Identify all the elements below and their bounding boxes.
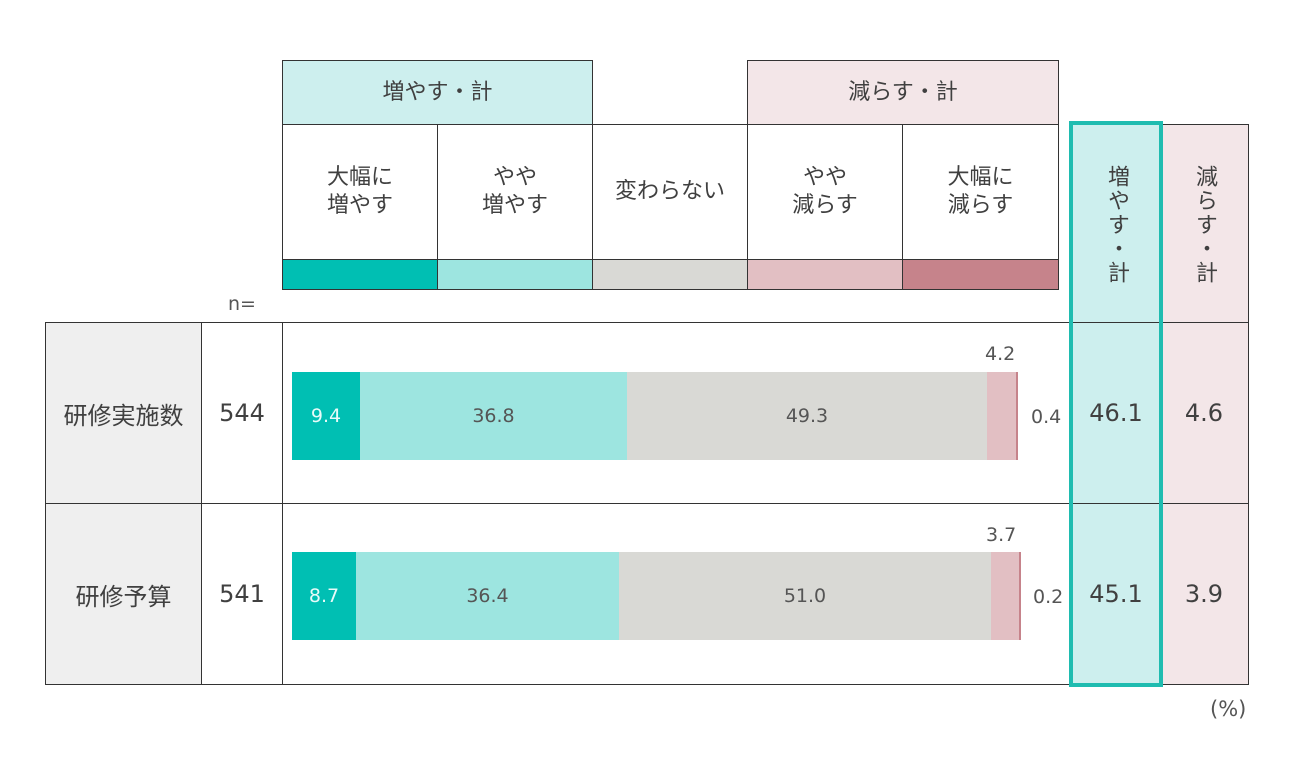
summary-decrease-training-count: 4.6 xyxy=(1160,322,1248,504)
summary-header-increase-label: 増やす・計 xyxy=(1104,165,1129,285)
bar-value: 51.0 xyxy=(783,585,827,607)
summary-value: 45.1 xyxy=(1089,580,1143,608)
bar-segment-greatly-decrease xyxy=(1019,552,1021,640)
group-header-decrease-label: 減らす・計 xyxy=(848,79,958,105)
summary-increase-training-count: 46.1 xyxy=(1072,322,1160,504)
summary-value: 4.6 xyxy=(1184,399,1224,427)
bar-value: 49.3 xyxy=(785,405,829,427)
legend-swatch-no-change xyxy=(592,259,748,290)
table-rule-top xyxy=(45,322,1249,323)
column-header-label: 大幅に xyxy=(947,165,1014,190)
bar-segment-slightly-increase: 36.8 xyxy=(360,372,627,460)
column-header-slightly-decrease: やや 減らす xyxy=(747,124,903,260)
summary-decrease-training-budget: 3.9 xyxy=(1160,503,1248,685)
group-header-increase-label: 増やす・計 xyxy=(382,79,493,105)
bar-value: 36.4 xyxy=(466,585,509,607)
legend-swatch-greatly-increase xyxy=(282,259,438,290)
bar-value-greatly-decrease: 0.2 xyxy=(1033,586,1064,608)
row-n-value: 541 xyxy=(219,580,265,608)
legend-swatch-slightly-decrease xyxy=(747,259,903,290)
bar-segment-greatly-increase: 9.4 xyxy=(292,372,360,460)
row-label-text: 研修予算 xyxy=(75,582,172,611)
row-n-training-count: 544 xyxy=(201,322,283,504)
stacked-bar-training-budget: 8.7 36.4 51.0 xyxy=(292,552,1021,640)
summary-column-increase xyxy=(1072,123,1160,685)
summary-value: 3.9 xyxy=(1184,580,1224,608)
row-label-training-budget: 研修予算 xyxy=(45,503,202,685)
bar-segment-no-change: 51.0 xyxy=(619,552,991,640)
row-label-text: 研修実施数 xyxy=(63,401,184,430)
column-header-no-change: 変わらない xyxy=(592,124,748,260)
table-rule-bottom xyxy=(45,684,1249,685)
legend-swatch-slightly-increase xyxy=(437,259,593,290)
column-header-label: 減らす xyxy=(947,193,1014,218)
bar-segment-slightly-increase: 36.4 xyxy=(356,552,619,640)
stacked-bar-training-count: 9.4 36.8 49.3 xyxy=(292,372,1018,460)
column-header-label: 大幅に xyxy=(326,165,393,190)
bar-value-slightly-decrease: 3.7 xyxy=(986,524,1017,546)
summary-column-decrease xyxy=(1159,124,1249,685)
group-header-decrease: 減らす・計 xyxy=(747,60,1059,125)
column-header-greatly-decrease: 大幅に 減らす xyxy=(902,124,1059,260)
row-n-value: 544 xyxy=(219,399,265,427)
summary-increase-training-budget: 45.1 xyxy=(1072,503,1160,685)
bar-segment-greatly-decrease xyxy=(1016,372,1018,460)
column-header-label: 増やす xyxy=(481,193,548,218)
column-header-label: 増やす xyxy=(326,193,393,218)
bar-value: 9.4 xyxy=(310,405,342,427)
table-rule-middle xyxy=(45,503,1249,504)
column-header-label: 変わらない xyxy=(614,179,725,204)
group-header-increase: 増やす・計 xyxy=(282,60,593,125)
legend-swatch-greatly-decrease xyxy=(902,259,1059,290)
column-header-label: 減らす xyxy=(792,193,858,218)
column-header-label: やや xyxy=(492,165,537,190)
bar-segment-slightly-decrease xyxy=(987,372,1016,460)
row-label-training-count: 研修実施数 xyxy=(45,322,202,504)
highlight-outline-increase-total xyxy=(1069,121,1163,687)
bar-segment-greatly-increase: 8.7 xyxy=(292,552,356,640)
summary-header-decrease-label: 減らす・計 xyxy=(1192,165,1217,285)
summary-value: 46.1 xyxy=(1089,399,1143,427)
summary-header-increase: 増やす・計 xyxy=(1072,130,1160,320)
bar-value: 36.8 xyxy=(472,405,515,427)
n-label: n= xyxy=(228,293,256,315)
column-header-slightly-increase: やや 増やす xyxy=(437,124,593,260)
bar-value: 8.7 xyxy=(308,585,340,607)
bar-segment-no-change: 49.3 xyxy=(627,372,987,460)
column-header-label: やや xyxy=(802,165,847,190)
unit-label: (%) xyxy=(1210,697,1247,721)
bar-value-greatly-decrease: 0.4 xyxy=(1031,406,1062,428)
bar-segment-slightly-decrease xyxy=(991,552,1019,640)
row-n-training-budget: 541 xyxy=(201,503,283,685)
column-header-greatly-increase: 大幅に 増やす xyxy=(282,124,438,260)
summary-header-decrease: 減らす・計 xyxy=(1160,130,1248,320)
bar-value-slightly-decrease: 4.2 xyxy=(985,343,1016,365)
